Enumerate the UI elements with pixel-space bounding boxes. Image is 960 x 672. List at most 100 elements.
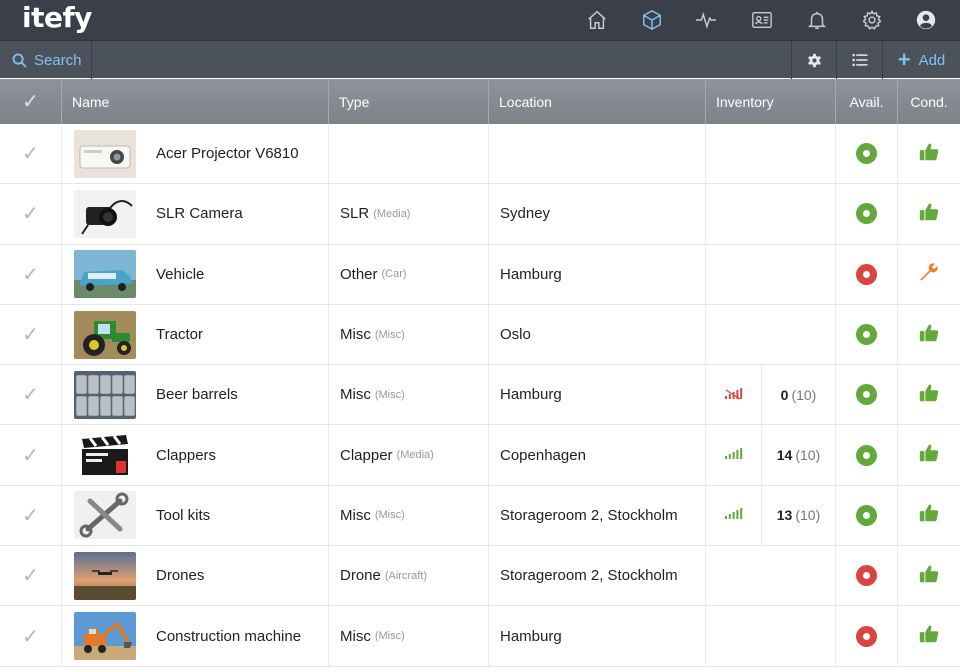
table-row[interactable]: ✓ Tool kits Misc (Misc) Storageroom 2, Stock… — [0, 485, 960, 547]
bell-icon[interactable] — [805, 8, 829, 32]
table-row[interactable]: ✓ SLR Camera SLR (Media) Sydney — [0, 184, 960, 245]
inventory-total: (10) — [795, 507, 821, 524]
item-thumbnail-cell[interactable] — [62, 184, 148, 243]
item-thumbnail-cell[interactable] — [62, 365, 148, 424]
item-thumbnail-cell[interactable] — [62, 606, 148, 665]
plus-icon: + — [897, 47, 911, 72]
item-thumbnail-cell[interactable] — [62, 486, 148, 545]
item-name[interactable]: Tool kits — [148, 485, 329, 546]
condition-status[interactable] — [898, 486, 960, 545]
user-icon[interactable] — [914, 8, 938, 32]
table-row[interactable]: ✓ Beer barrels Misc (Misc) Hamburg 0 (10) — [0, 365, 960, 426]
activity-icon[interactable] — [694, 8, 718, 32]
availability-status[interactable] — [836, 244, 898, 304]
add-button[interactable]: + Add — [882, 41, 960, 79]
row-checkbox[interactable]: ✓ — [0, 546, 62, 606]
item-thumbnail-cell[interactable] — [62, 305, 148, 364]
item-name[interactable]: Construction machine — [148, 606, 329, 666]
availability-bad-icon — [856, 625, 877, 647]
column-header-name[interactable]: Name — [62, 79, 329, 124]
availability-status[interactable] — [836, 546, 898, 606]
condition-status[interactable] — [898, 124, 960, 183]
condition-status[interactable] — [898, 606, 960, 665]
item-type: Misc (Misc) — [329, 485, 489, 546]
item-name[interactable]: Clappers — [148, 425, 329, 485]
condition-status[interactable] — [898, 305, 960, 364]
availability-status[interactable] — [836, 425, 898, 485]
row-checkbox[interactable]: ✓ — [0, 244, 62, 304]
item-name[interactable]: Vehicle — [148, 244, 329, 304]
thumbs-up-icon — [918, 502, 940, 528]
row-checkbox[interactable]: ✓ — [0, 485, 62, 546]
row-checkbox[interactable]: ✓ — [0, 425, 62, 485]
item-thumbnail-cell[interactable] — [62, 546, 148, 605]
row-checkbox[interactable]: ✓ — [0, 184, 62, 244]
box-icon[interactable] — [640, 8, 664, 32]
check-icon: ✓ — [22, 324, 39, 347]
gear-icon[interactable] — [860, 8, 884, 32]
item-thumbnail — [74, 551, 136, 600]
item-type-label: Other — [340, 265, 378, 283]
table-row[interactable]: ✓ Vehicle Other (Car) Hamburg — [0, 244, 960, 305]
condition-status[interactable] — [898, 425, 960, 484]
item-type — [329, 124, 489, 184]
check-icon: ✓ — [22, 504, 39, 527]
grid-header: ✓ Name Type Location Inventory Avail. Co… — [0, 79, 960, 124]
search-icon — [12, 53, 27, 68]
item-type-category: (Media) — [396, 449, 434, 462]
row-checkbox[interactable]: ✓ — [0, 606, 62, 666]
item-thumbnail-cell[interactable] — [62, 425, 148, 484]
condition-status[interactable] — [898, 245, 960, 304]
table-row[interactable]: ✓ Drones Drone (Aircraft) Storageroom 2, Sto… — [0, 546, 960, 607]
availability-status[interactable] — [836, 365, 898, 425]
item-type-category: (Aircraft) — [384, 569, 428, 582]
item-name[interactable]: Beer barrels — [148, 365, 329, 425]
availability-status[interactable] — [836, 606, 898, 666]
item-name[interactable]: SLR Camera — [148, 184, 329, 244]
item-thumbnail-cell[interactable] — [62, 245, 148, 304]
app-logo[interactable]: itefy — [22, 1, 92, 34]
settings-button[interactable] — [791, 41, 836, 79]
add-label: Add — [918, 51, 946, 69]
column-header-location[interactable]: Location — [489, 79, 706, 124]
item-type: Misc (Misc) — [329, 365, 489, 425]
row-checkbox[interactable]: ✓ — [0, 365, 62, 425]
item-location: Sydney — [489, 184, 706, 244]
item-name[interactable]: Acer Projector V6810 — [148, 124, 329, 184]
condition-status[interactable] — [898, 184, 960, 243]
item-name[interactable]: Drones — [148, 546, 329, 606]
item-type-label: Drone — [340, 567, 381, 585]
list-view-button[interactable] — [836, 41, 882, 79]
select-all-checkbox[interactable]: ✓ — [0, 79, 62, 124]
item-type-category: (Misc) — [374, 509, 405, 522]
column-header-avail[interactable]: Avail. — [836, 79, 898, 124]
table-row[interactable]: ✓ Construction machine Misc (Misc) Hamburg — [0, 606, 960, 667]
availability-status[interactable] — [836, 124, 898, 184]
item-thumbnail — [74, 491, 136, 540]
condition-status[interactable] — [898, 546, 960, 605]
availability-status[interactable] — [836, 184, 898, 244]
availability-status[interactable] — [836, 485, 898, 546]
table-row[interactable]: ✓ Tractor Misc (Misc) Oslo — [0, 304, 960, 366]
inventory-total: (10) — [791, 386, 817, 403]
inventory-count: 14 (10) — [762, 425, 836, 485]
availability-status[interactable] — [836, 304, 898, 365]
search-button[interactable]: Search — [0, 41, 92, 79]
item-thumbnail-cell[interactable] — [62, 124, 148, 183]
row-checkbox[interactable]: ✓ — [0, 304, 62, 365]
table-row[interactable]: ✓ Clappers Clapper (Media) Copenhagen 14 (10) — [0, 425, 960, 486]
search-label: Search — [34, 51, 82, 69]
item-type-category: (Misc) — [374, 388, 405, 401]
id-card-icon[interactable] — [750, 8, 774, 32]
column-header-cond[interactable]: Cond. — [910, 93, 948, 110]
settings-icon — [807, 53, 821, 67]
item-name[interactable]: Tractor — [148, 304, 329, 365]
availability-ok-icon — [856, 384, 877, 406]
item-location: Storageroom 2, Stockholm — [489, 485, 706, 546]
column-header-inventory[interactable]: Inventory — [706, 79, 836, 124]
row-checkbox[interactable]: ✓ — [0, 124, 62, 184]
column-header-type[interactable]: Type — [329, 79, 489, 124]
condition-status[interactable] — [898, 365, 960, 424]
table-row[interactable]: ✓ Acer Projector V6810 — [0, 124, 960, 185]
home-icon[interactable] — [585, 8, 609, 32]
